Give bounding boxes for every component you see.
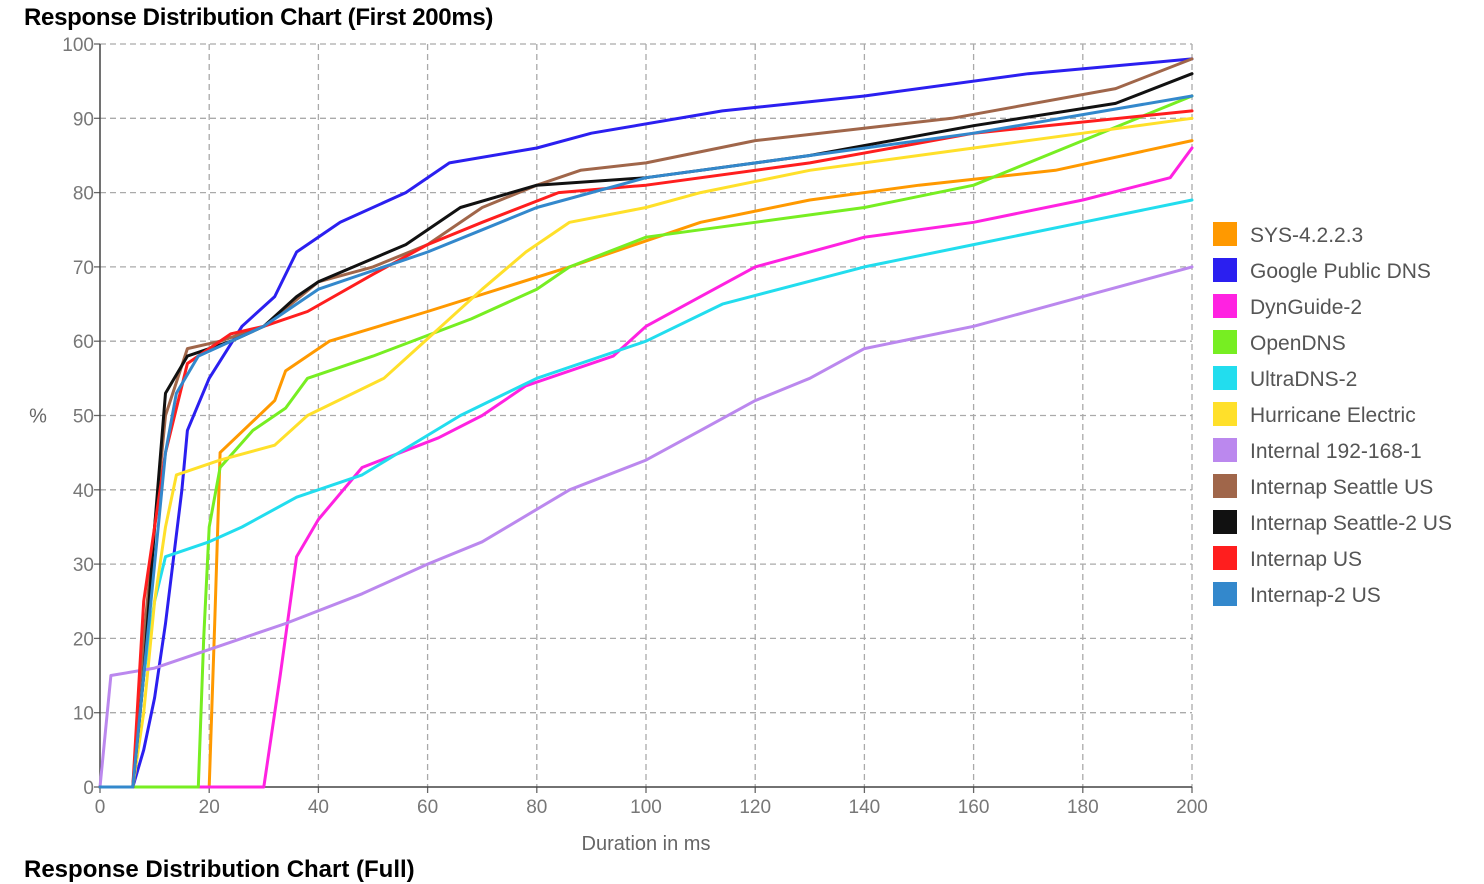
legend-label: Hurricane Electric: [1250, 404, 1416, 427]
y-tick-label: 60: [73, 332, 94, 353]
y-tick-label: 90: [73, 109, 94, 130]
legend-label: Internap Seattle-2 US: [1250, 512, 1452, 535]
series-line-opendns: [98, 94, 1194, 789]
y-tick-label: 30: [73, 555, 94, 576]
legend-label: SYS-4.2.2.3: [1250, 224, 1363, 247]
series-line-internap-seattle-2-us: [98, 72, 1194, 789]
x-tick-label: 20: [199, 797, 220, 818]
series-line-google-public-dns: [98, 57, 1194, 789]
legend-label: DynGuide-2: [1250, 296, 1362, 319]
x-tick-label: 60: [417, 797, 438, 818]
x-tick-label: 100: [630, 797, 662, 818]
legend: SYS-4.2.2.3 Google Public DNS DynGuide-2 Op…: [1213, 222, 1452, 607]
y-tick-label: 20: [73, 629, 94, 650]
legend-swatch: [1213, 546, 1237, 570]
legend-swatch: [1213, 222, 1237, 246]
y-tick-label: 100: [62, 35, 94, 56]
next-chart-title: Response Distribution Chart (Full): [24, 856, 415, 883]
y-tick-label: 40: [73, 481, 94, 502]
y-tick-label: 10: [73, 704, 94, 725]
x-tick-label: 180: [1067, 797, 1099, 818]
series-line-sys-4-2-2-3: [98, 139, 1194, 789]
legend-swatch: [1213, 366, 1237, 390]
legend-label: Internal 192-168-1: [1250, 440, 1422, 463]
legend-label: Internap US: [1250, 548, 1362, 571]
legend-label: UltraDNS-2: [1250, 368, 1357, 391]
legend-swatch: [1213, 294, 1237, 318]
series-line-internap-us: [98, 109, 1194, 789]
y-tick-label: 50: [73, 407, 94, 428]
series-line-dynguide-2: [98, 146, 1194, 789]
series-line-internal-192-168-1: [98, 265, 1194, 789]
legend-swatch: [1213, 402, 1237, 426]
x-tick-label: 120: [739, 797, 771, 818]
grid: [100, 43, 1193, 787]
x-tick-label: 0: [95, 797, 106, 818]
x-tick-label: 40: [308, 797, 329, 818]
y-tick-label: 70: [73, 258, 94, 279]
legend-swatch: [1213, 582, 1237, 606]
legend-swatch: [1213, 330, 1237, 354]
axes: 0 20 40 60 80 100 120 140 160 180 200 0 10 20 30 40 50 60…: [62, 35, 1208, 818]
x-tick-label: 140: [849, 797, 881, 818]
y-axis-label: %: [29, 406, 47, 428]
legend-swatch: [1213, 510, 1237, 534]
legend-label: Google Public DNS: [1250, 260, 1431, 283]
y-tick-label: 0: [83, 778, 94, 799]
legend-label: Internap Seattle US: [1250, 476, 1433, 499]
legend-label: Internap-2 US: [1250, 584, 1381, 607]
y-tick-label: 80: [73, 184, 94, 205]
series-line-internap-2-us: [98, 94, 1194, 789]
chart-title: Response Distribution Chart (First 200ms…: [24, 4, 494, 31]
series-lines: [98, 57, 1194, 789]
x-tick-label: 200: [1176, 797, 1208, 818]
legend-swatch: [1213, 438, 1237, 462]
x-axis-label: Duration in ms: [582, 833, 711, 855]
legend-label: OpenDNS: [1250, 332, 1346, 355]
legend-swatch: [1213, 258, 1237, 282]
legend-swatch: [1213, 474, 1237, 498]
x-tick-label: 80: [526, 797, 547, 818]
x-tick-label: 160: [958, 797, 990, 818]
series-line-hurricane-electric: [98, 116, 1194, 789]
